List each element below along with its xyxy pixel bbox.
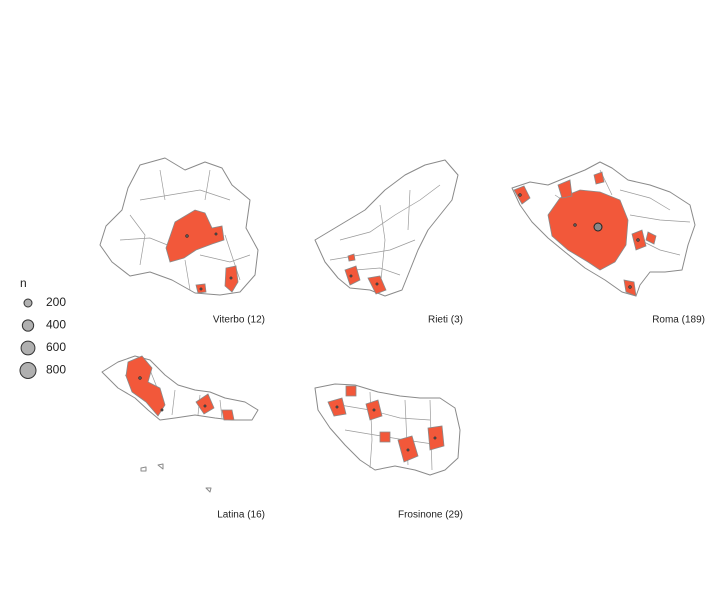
- legend-symbol: [23, 298, 33, 308]
- province-viterbo: [99, 157, 259, 296]
- legend-label: 200: [46, 295, 66, 309]
- legend-title: n: [20, 276, 27, 290]
- panel-label: Latina (16): [217, 510, 265, 521]
- legend: 200 400 600 800: [19, 295, 66, 379]
- panel-label: Rieti (3): [428, 315, 463, 326]
- point: [628, 285, 632, 289]
- panel-label: Frosinone (29): [398, 510, 463, 521]
- legend-label: 400: [46, 318, 66, 332]
- point: [375, 282, 379, 286]
- legend-symbol: [19, 362, 37, 379]
- point: [372, 408, 376, 412]
- point: [349, 274, 353, 278]
- point: [185, 234, 189, 238]
- point: [593, 222, 603, 232]
- panel-label: Roma (189): [652, 315, 705, 326]
- province-latina: [101, 355, 259, 493]
- legend-label: 800: [46, 363, 66, 377]
- point: [573, 223, 577, 227]
- point: [433, 436, 437, 440]
- point: [636, 238, 640, 242]
- point: [160, 408, 164, 412]
- legend-symbol: [21, 319, 35, 332]
- province-roma: [511, 161, 696, 297]
- point: [199, 287, 203, 291]
- legend-symbol: [20, 340, 36, 356]
- point: [214, 232, 218, 236]
- point: [406, 448, 410, 452]
- panel-label: Viterbo (12): [213, 315, 265, 326]
- legend-label: 600: [46, 340, 66, 354]
- province-frosinone: [314, 383, 461, 476]
- point: [229, 276, 233, 280]
- point: [138, 376, 142, 380]
- province-rieti: [314, 159, 459, 297]
- point: [518, 193, 522, 197]
- point: [335, 405, 339, 409]
- point: [203, 404, 207, 408]
